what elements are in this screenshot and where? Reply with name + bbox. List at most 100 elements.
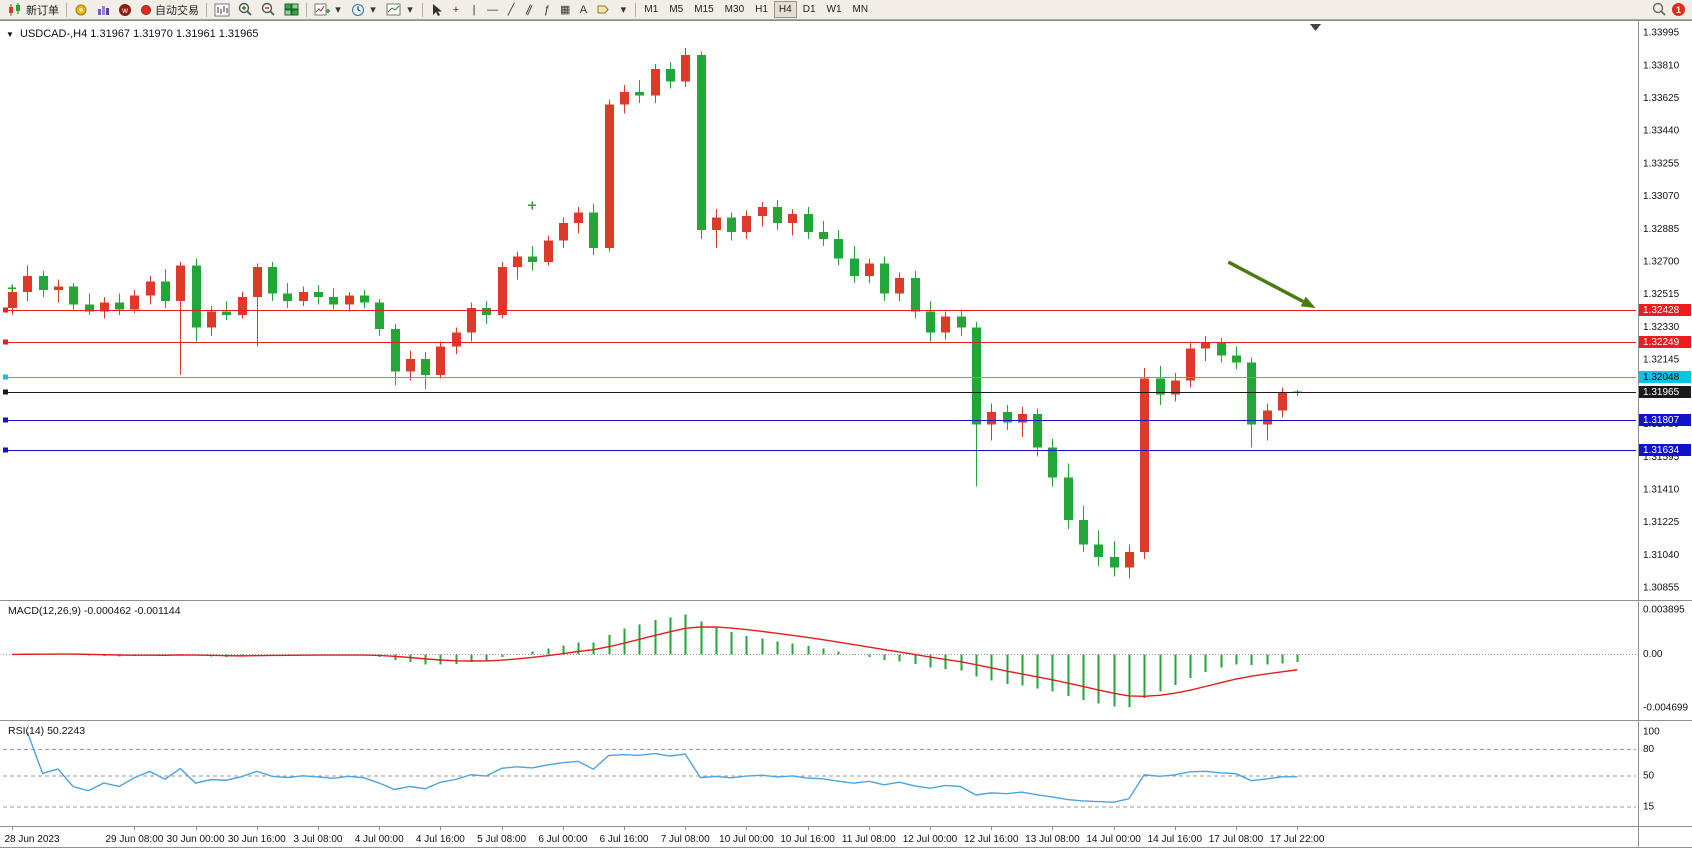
candle (1125, 544, 1134, 579)
horizontal-line-object-1.31634[interactable] (3, 447, 1636, 453)
svg-text:12 Jul 00:00: 12 Jul 00:00 (903, 834, 958, 845)
timeframe-H1[interactable]: H1 (755, 4, 768, 15)
vertical-line-tool-button[interactable]: | (465, 0, 483, 20)
zoom-out-button[interactable] (257, 0, 280, 20)
candle (345, 291, 354, 312)
label-tool-button[interactable] (592, 0, 614, 20)
candle (375, 299, 384, 337)
new-chart-button[interactable] (210, 0, 234, 20)
toolbar-separator (422, 2, 423, 17)
chart-shift-marker[interactable] (1310, 24, 1321, 31)
community-button[interactable]: w (114, 0, 136, 20)
price-tag-1.31807: 1.31807 (1639, 414, 1691, 426)
timeframe-M5[interactable]: M5 (669, 4, 684, 15)
indicators-button[interactable]: ▾ (310, 0, 347, 20)
cursor-icon (433, 3, 442, 16)
svg-text:6 Jul 00:00: 6 Jul 00:00 (538, 834, 587, 845)
candle (620, 85, 629, 114)
horizontal-line-object-1.31807[interactable] (3, 417, 1636, 423)
svg-text:0.003895: 0.003895 (1643, 605, 1685, 616)
current-price-tag: 1.31965 (1639, 386, 1691, 398)
timeframe-H4[interactable]: H4 (773, 1, 797, 18)
chevron-down-icon: ▾ (335, 3, 341, 16)
text-tool-button[interactable]: A (574, 0, 592, 20)
timeframe-W1[interactable]: W1 (826, 4, 842, 15)
crosshair-tool-button[interactable]: + (447, 0, 465, 20)
chart-title: ▼ USDCAD-,H4 1.31967 1.31970 1.31961 1.31… (6, 28, 259, 40)
bar-chart-icon (214, 3, 230, 16)
channel-tool-button[interactable]: ∥ (520, 0, 538, 20)
svg-text:1.33070: 1.33070 (1643, 191, 1680, 202)
price-tag-1.32048: 1.32048 (1639, 371, 1691, 383)
svg-text:30 Jun 16:00: 30 Jun 16:00 (228, 834, 286, 845)
fibonacci-tool-button[interactable]: ƒ (538, 0, 556, 20)
shapes-icon: ▦ (560, 3, 571, 16)
candle (1110, 541, 1119, 577)
candle (804, 207, 813, 239)
candle (819, 221, 828, 246)
notification-badge[interactable]: 1 (1672, 3, 1685, 16)
template-icon (386, 3, 401, 15)
arrows-tool-button[interactable]: ▾ (614, 0, 632, 20)
periods-button[interactable]: ▾ (347, 0, 382, 20)
candle (544, 235, 553, 266)
tile-windows-button[interactable] (280, 0, 303, 20)
svg-text:29 Jun 08:00: 29 Jun 08:00 (105, 834, 163, 845)
label-icon (597, 5, 610, 14)
metaeditor-button[interactable] (70, 0, 92, 20)
svg-text:1.31410: 1.31410 (1643, 485, 1680, 496)
timeframe-MN[interactable]: MN (852, 4, 869, 15)
timeframe-M1[interactable]: M1 (644, 4, 659, 15)
svg-text:15: 15 (1643, 801, 1655, 812)
rsi-line (26, 731, 1298, 803)
arrow-annotation[interactable] (1227, 260, 1316, 309)
svg-text:50: 50 (1643, 771, 1655, 782)
zoom-in-icon (238, 2, 252, 16)
horizontal-line-object-1.32428[interactable] (3, 307, 1636, 313)
timeframe-M15[interactable]: M15 (694, 4, 714, 15)
timeframe-M30[interactable]: M30 (724, 4, 745, 15)
market-button[interactable] (92, 0, 114, 20)
arrows-more-icon: ▾ (620, 3, 627, 16)
candle (957, 309, 966, 337)
line-handle[interactable] (3, 447, 8, 453)
svg-text:1.33440: 1.33440 (1643, 126, 1680, 137)
svg-text:1.32515: 1.32515 (1643, 289, 1680, 300)
svg-text:13 Jul 08:00: 13 Jul 08:00 (1025, 834, 1080, 845)
horizontal-line-object-1.32048[interactable] (3, 374, 1636, 380)
rsi-axis: 100 80 50 15 (1643, 727, 1660, 813)
price-tag-1.32249: 1.32249 (1639, 336, 1691, 348)
candle (880, 256, 889, 301)
svg-text:1.33625: 1.33625 (1643, 93, 1680, 104)
fibonacci-icon: ƒ (543, 3, 551, 16)
search-icon[interactable] (1652, 2, 1667, 17)
line-handle[interactable] (3, 339, 8, 345)
candlestick-series (8, 48, 1302, 579)
horizontal-line-tool-button[interactable]: — (483, 0, 502, 20)
horizontal-line-object-1.32249[interactable] (3, 339, 1636, 345)
cursor-tool-button[interactable] (426, 0, 447, 20)
new-order-button[interactable]: 新订单 (3, 0, 63, 20)
templates-button[interactable]: ▾ (382, 0, 419, 20)
market-icon (98, 5, 109, 15)
line-handle[interactable] (3, 374, 8, 380)
shapes-tool-button[interactable]: ▦ (556, 0, 574, 20)
candle (1003, 405, 1012, 430)
line-handle[interactable] (3, 417, 8, 423)
svg-text:1.33810: 1.33810 (1643, 60, 1680, 71)
candle (406, 350, 415, 381)
line-handle[interactable] (3, 307, 8, 313)
svg-text:7 Jul 08:00: 7 Jul 08:00 (661, 834, 710, 845)
new-order-label: 新订单 (26, 4, 59, 17)
zoom-in-button[interactable] (234, 0, 257, 20)
bid-price-line (3, 389, 1636, 395)
timeframe-D1[interactable]: D1 (802, 4, 816, 15)
trendline-tool-button[interactable]: ╱ (502, 0, 520, 20)
svg-text:1.32428: 1.32428 (1643, 305, 1680, 316)
candle (1293, 390, 1302, 397)
toolbar-separator (306, 2, 307, 17)
candle (911, 270, 920, 319)
candle (666, 62, 675, 89)
autotrading-button[interactable]: 自动交易 (136, 0, 203, 20)
chart-window: 1.33995 1.33810 1.33625 1.33440 1.33255 1.330… (0, 20, 1692, 848)
